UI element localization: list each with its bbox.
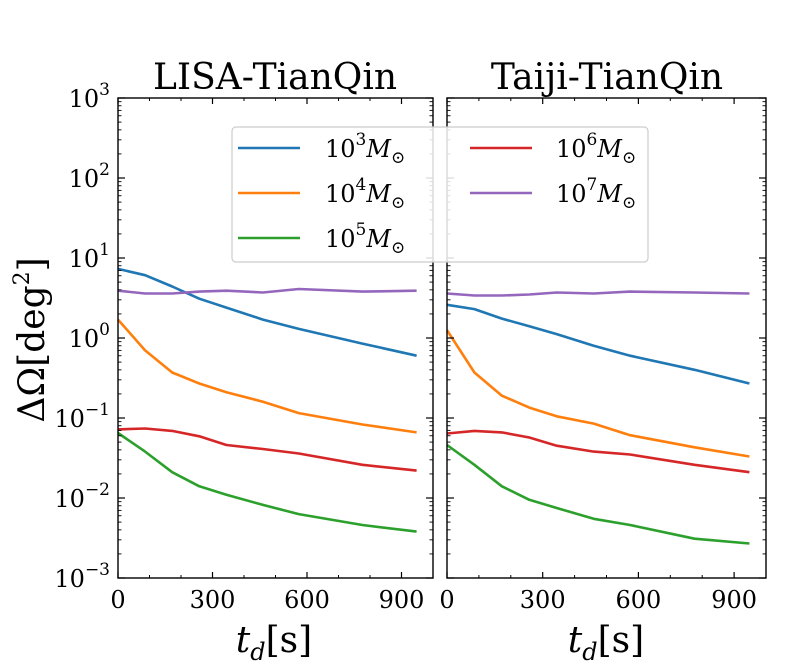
left-panel-title: LISA-TianQin [153,57,397,98]
right-x-tick-label: 600 [615,586,661,614]
left-series-line-7 [117,287,417,295]
right-x-tick-label: 0 [439,586,454,614]
svg-text:ΔΩ[deg2]: ΔΩ[deg2] [10,257,53,422]
right-series-line-3 [446,303,750,385]
legend: 103M⊙ 104M⊙ 105M⊙ 106M⊙ 107M⊙ [231,126,649,263]
legend-label: 106M⊙ [556,130,636,168]
y-tick-label: 10−1 [54,400,110,433]
x-axis-label-left: td[s] [236,620,312,665]
legend-label: 104M⊙ [325,175,405,213]
right-series-line-7 [446,290,750,297]
y-tick-label: 103 [69,80,110,113]
legend-label: 103M⊙ [325,130,405,168]
right-panel-title: Taiji-TianQin [491,57,723,98]
x-axis-label-right: td[s] [568,620,644,665]
y-axis-label: ΔΩ[deg2] [10,257,53,422]
right-series-line-6 [446,429,750,474]
legend-label: 105M⊙ [325,220,405,258]
left-x-tick-label: 0 [110,586,125,614]
right-series-line-5 [446,443,750,545]
right-panel: 0 300 600 900 [439,97,767,614]
y-tick-label: 10−3 [54,560,110,593]
right-series-line-4 [445,329,750,458]
left-series-line-3 [117,267,417,357]
right-x-tick-label: 900 [711,586,757,614]
left-x-tick-label: 600 [284,586,330,614]
legend-label: 107M⊙ [556,175,636,213]
left-series-line-5 [117,431,417,533]
y-tick-label: 102 [69,160,110,193]
left-x-tick-label: 300 [190,586,236,614]
y-tick-label: 101 [69,240,110,273]
left-series-line-6 [117,427,417,472]
legend-box [231,126,649,263]
y-tick-label: 100 [69,320,110,353]
left-x-tick-label: 900 [379,586,425,614]
left-series-line-4 [117,318,417,434]
y-tick-label: 10−2 [54,480,110,513]
right-x-tick-label: 300 [520,586,566,614]
